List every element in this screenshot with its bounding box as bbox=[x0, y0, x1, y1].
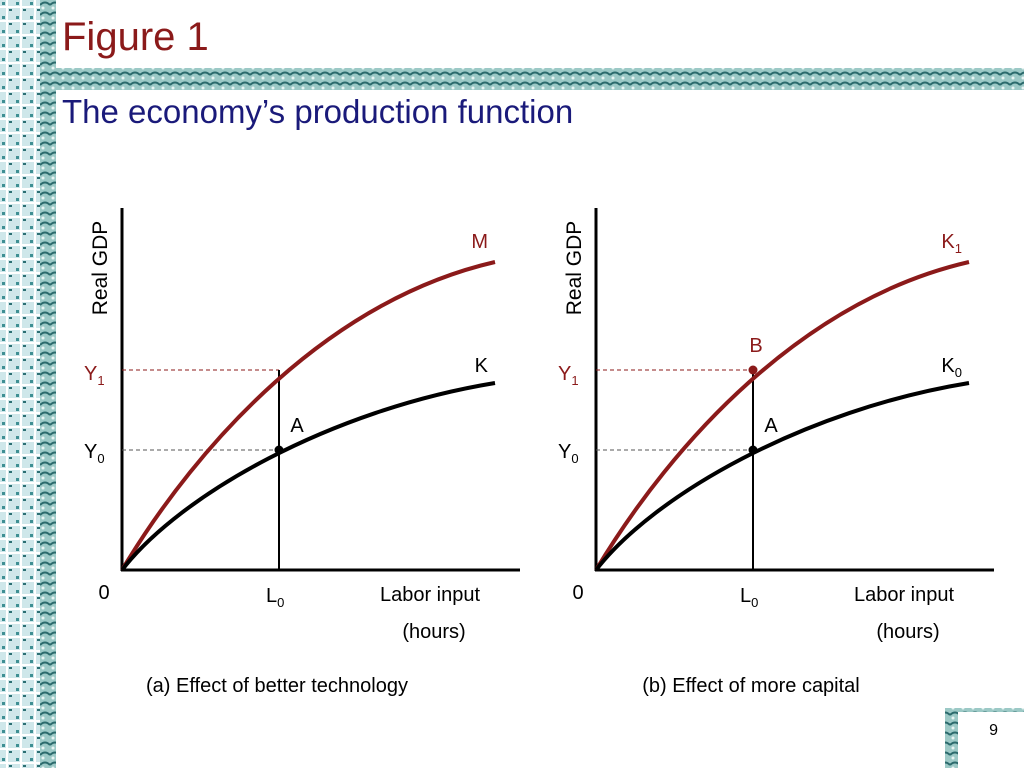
y-axis-label: Real GDP bbox=[563, 221, 586, 316]
curve-label: K0 bbox=[941, 355, 962, 380]
side-strip bbox=[0, 0, 40, 768]
y-marker: Y0 bbox=[558, 441, 579, 466]
point bbox=[748, 445, 758, 455]
upper-curve bbox=[594, 260, 970, 572]
x-marker-sub: 0 bbox=[277, 595, 284, 610]
y-marker: Y1 bbox=[84, 363, 105, 388]
curve-label-base: M bbox=[471, 231, 488, 253]
caption: (b) Effect of more capital bbox=[642, 675, 860, 697]
y-marker-base: Y bbox=[558, 363, 571, 385]
y-marker-base: Y bbox=[84, 441, 97, 463]
page-number-box bbox=[958, 712, 1024, 768]
x-marker-base: L bbox=[740, 585, 751, 607]
side-strip bbox=[40, 0, 56, 768]
curve-label: K1 bbox=[941, 231, 962, 256]
y-marker: Y1 bbox=[558, 363, 579, 388]
x-axis-label: Labor input bbox=[854, 584, 955, 606]
caption: (a) Effect of better technology bbox=[146, 675, 408, 697]
y-marker-sub: 1 bbox=[97, 373, 104, 388]
x-marker-sub: 0 bbox=[751, 595, 758, 610]
y-marker-sub: 0 bbox=[97, 451, 104, 466]
x-marker: L0 bbox=[266, 585, 284, 610]
y-marker-base: Y bbox=[84, 363, 97, 385]
upper-curve bbox=[120, 260, 496, 572]
page-number: 9 bbox=[989, 722, 998, 739]
x-axis-label: (hours) bbox=[402, 621, 465, 643]
point-label: B bbox=[749, 335, 762, 357]
point-label: A bbox=[290, 415, 304, 437]
y-marker-base: Y bbox=[558, 441, 571, 463]
point bbox=[274, 445, 284, 455]
point-label: A bbox=[764, 415, 778, 437]
lower-curve bbox=[120, 381, 496, 572]
y-marker: Y0 bbox=[84, 441, 105, 466]
origin-label: 0 bbox=[572, 582, 583, 604]
point bbox=[748, 365, 758, 375]
lower-curve bbox=[594, 381, 970, 572]
curve-label-sub: 0 bbox=[955, 365, 962, 380]
curve-label-base: K bbox=[941, 355, 955, 377]
y-axis-label: Real GDP bbox=[89, 221, 112, 316]
curve-label-base: K bbox=[941, 231, 955, 253]
curve-label-sub: 1 bbox=[955, 241, 962, 256]
title: Figure 1 bbox=[62, 15, 209, 59]
x-marker-base: L bbox=[266, 585, 277, 607]
x-axis-label: Labor input bbox=[380, 584, 481, 606]
origin-label: 0 bbox=[98, 582, 109, 604]
x-marker: L0 bbox=[740, 585, 758, 610]
curve-label-base: K bbox=[475, 355, 489, 377]
y-marker-sub: 0 bbox=[571, 451, 578, 466]
y-marker-sub: 1 bbox=[571, 373, 578, 388]
curve-label: K bbox=[475, 355, 489, 377]
subtitle: The economy’s production function bbox=[62, 93, 573, 130]
header-band bbox=[56, 68, 1024, 90]
curve-label: M bbox=[471, 231, 488, 253]
x-axis-label: (hours) bbox=[876, 621, 939, 643]
